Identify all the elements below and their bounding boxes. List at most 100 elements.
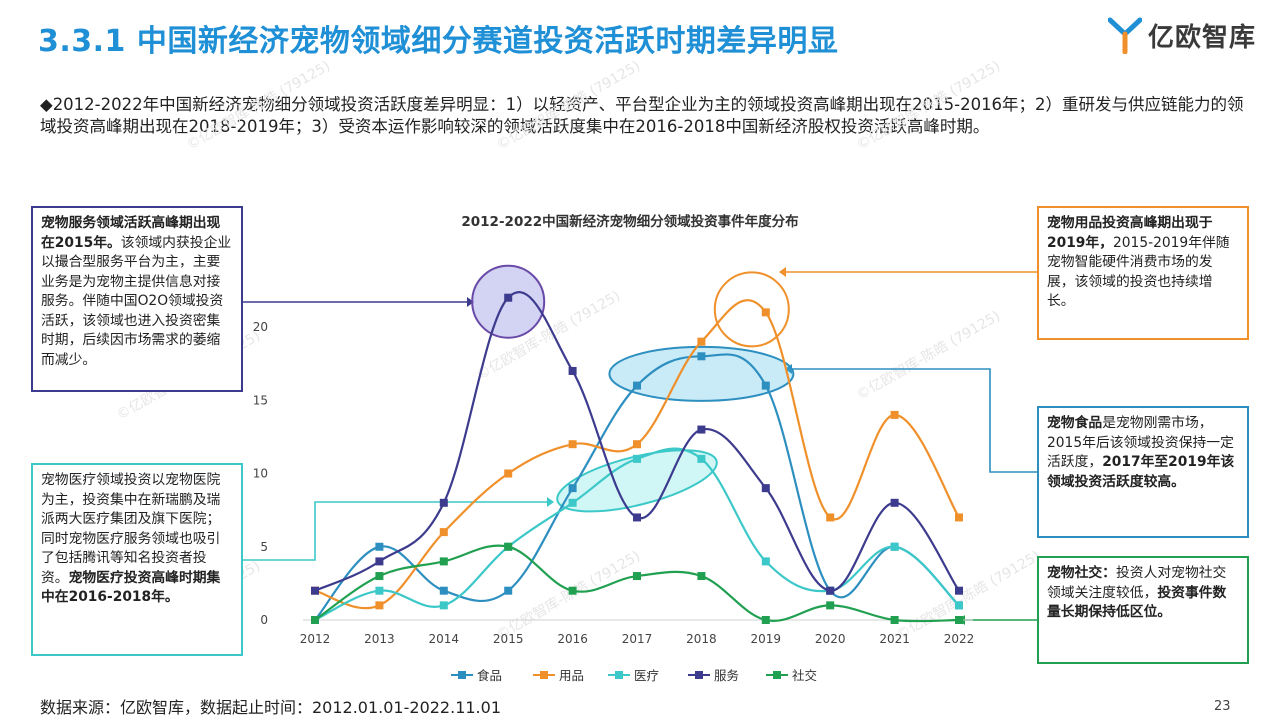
data-point-医疗 [890,542,899,551]
watermark-text: ©亿欧智库-陈皓 (79125) [894,547,1044,643]
data-point-服务 [311,586,319,595]
legend-label: 社交 [792,668,817,683]
food-connector [792,368,1037,473]
x-tick-label: 2020 [815,632,846,646]
data-point-医疗 [375,586,384,595]
data-source: 数据来源：亿欧智库，数据起止时间：2012.01.01-2022.11.01 [40,698,501,717]
goods-arrowhead [779,267,786,277]
data-point-社交 [890,616,899,624]
medical-connector [243,501,548,561]
data-point-医疗 [955,601,963,610]
series-line-医疗 [314,447,960,622]
x-tick-label: 2019 [751,632,782,646]
y-tick-label: 0 [260,613,268,627]
data-point-用品 [633,440,641,449]
data-point-食品 [504,586,513,595]
service-text: 该领域内获投企业以撮合型服务平台为主，主要业务是为宠物主提供信息对接服务。伴随中… [41,234,232,368]
food-bold-1: 宠物食品 [1047,415,1103,431]
y-tick-label: 20 [253,320,268,334]
data-point-服务 [439,498,448,507]
data-point-食品 [633,381,641,390]
data-point-用品 [890,410,899,419]
data-point-食品 [697,352,706,361]
data-point-医疗 [633,454,641,463]
data-point-用品 [504,469,513,478]
medical-bold: 宠物医疗投资高峰时期集中在2016-2018年。 [41,569,221,606]
watermark-text: ©亿欧智库-陈皓 (79125) [494,547,644,643]
medical-arrowhead [547,497,554,507]
watermark-text: ©亿欧智库-陈皓 (79125) [494,57,644,153]
axis-layer: 0 5 10 15 20 2012 2013 2014 2015 2016 2017 2018 2019… [253,320,975,646]
data-point-服务 [375,557,384,566]
x-tick-label: 2013 [364,632,395,646]
medical-text: 宠物医疗领域投资以宠物医院为主，投资集中在新瑞鹏及瑞派两大医疗集团及旗下医院；同… [41,472,221,586]
legend-label: 医疗 [634,668,659,683]
social-bold-1: 宠物社交： [1047,565,1116,581]
data-point-社交 [826,601,835,610]
data-point-医疗 [697,454,706,463]
social-text: 投资人对宠物社交领域关注度较低， [1047,565,1227,601]
data-point-社交 [955,616,963,624]
food-annotation-box: 宠物食品是宠物刚需市场，2015年后该领域投资保持一定活跃度，2017年至201… [1037,406,1249,538]
legend-label: 服务 [714,668,739,683]
data-point-服务 [633,513,641,522]
data-point-服务 [568,366,577,375]
data-point-医疗 [761,557,770,566]
data-point-用品 [568,440,577,449]
y-tick-label: 5 [260,540,268,554]
data-point-用品 [826,513,835,522]
data-point-社交 [375,572,384,581]
page-number: 23 [1214,699,1231,714]
data-point-社交 [504,542,513,551]
social-annotation-box: 宠物社交：投资人对宠物社交领域关注度较低，投资事件数量长期保持低区位。 [1037,556,1249,664]
data-point-服务 [826,586,835,595]
connector-layer [243,267,1037,625]
data-point-服务 [761,484,770,493]
data-point-社交 [761,616,770,624]
goods-bold: 宠物用品投资高峰期出现于2019年， [1047,215,1213,251]
x-tick-label: 2021 [879,632,910,646]
data-point-社交 [439,557,448,566]
data-point-医疗 [439,601,448,610]
food-bold-2: 2017年至2019年该领域投资活跃度较高。 [1047,454,1235,490]
x-tick-label: 2016 [557,632,588,646]
x-tick-label: 2012 [300,632,331,646]
legend-swatch-marker [458,671,466,679]
x-tick-label: 2017 [622,632,653,646]
watermark-text: ©亿欧智库-陈皓 (79125) [854,57,1004,153]
service-bold: 宠物服务领域活跃高峰期出现在2015年。 [41,215,221,251]
x-tick-label: 2022 [944,632,975,646]
legend-swatch-marker [773,671,781,679]
logo-text: 亿欧智库 [1148,22,1257,53]
goods-highlight-circle [713,271,790,348]
data-point-用品 [439,528,448,537]
goods-text: 2015-2019年伴随宠物智能硬件消费市场的发展，该领域的投资也持续增长。 [1047,234,1230,310]
medical-highlight-ellipse [556,449,718,513]
data-point-社交 [311,616,319,624]
data-point-服务 [955,586,963,595]
social-bold-2: 投资事件数量长期保持低区位。 [1047,584,1227,621]
data-point-社交 [633,572,641,581]
data-point-用品 [955,513,963,522]
data-point-用品 [761,308,770,317]
data-point-社交 [697,572,706,581]
series-layer [311,291,963,624]
watermark-text: ©亿欧智库-陈皓 (79125) [854,307,1004,403]
legend-label: 食品 [477,668,502,683]
data-point-服务 [504,293,513,302]
legend-swatch-marker [615,671,623,679]
intro-paragraph: ◆2012-2022年中国新经济宠物细分领域投资活跃度差异明显：1）以轻资产、平… [40,95,1244,136]
data-point-食品 [761,381,770,390]
data-point-食品 [439,586,448,595]
legend-layer: 食品 用品 医疗 服务 社交 [451,668,817,683]
data-point-社交 [568,586,577,595]
chart-title: 2012-2022中国新经济宠物细分领域投资事件年度分布 [461,214,799,230]
x-tick-label: 2014 [429,632,460,646]
legend-swatch-marker [695,671,703,679]
x-tick-label: 2015 [493,632,524,646]
legend-swatch-marker [540,671,548,679]
data-point-医疗 [568,498,577,507]
legend-label: 用品 [559,668,584,683]
logo: 亿欧智库 [1108,16,1256,54]
series-line-用品 [314,299,960,610]
